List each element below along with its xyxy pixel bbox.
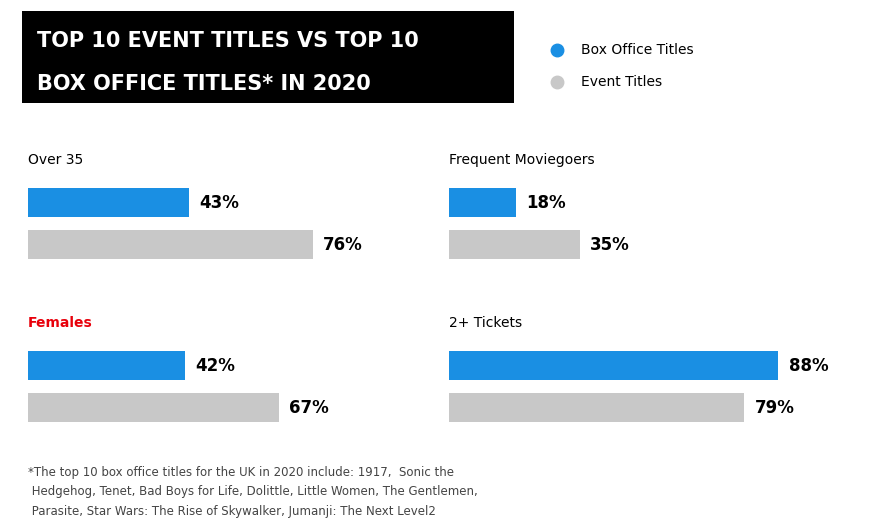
Text: Over 35: Over 35 — [28, 154, 83, 167]
Text: *The top 10 box office titles for the UK in 2020 include: 1917,  Sonic the: *The top 10 box office titles for the UK… — [28, 466, 454, 479]
Text: 76%: 76% — [323, 236, 362, 254]
Text: 2+ Tickets: 2+ Tickets — [449, 317, 522, 330]
Text: BOX OFFICE TITLES* IN 2020: BOX OFFICE TITLES* IN 2020 — [37, 74, 371, 94]
Text: 88%: 88% — [788, 357, 828, 375]
FancyBboxPatch shape — [28, 351, 186, 380]
FancyBboxPatch shape — [28, 393, 279, 422]
FancyBboxPatch shape — [22, 11, 514, 103]
Text: 67%: 67% — [289, 399, 329, 417]
Text: Frequent Moviegoers: Frequent Moviegoers — [449, 154, 594, 167]
FancyBboxPatch shape — [449, 188, 516, 217]
FancyBboxPatch shape — [449, 351, 778, 380]
Text: TOP 10 EVENT TITLES VS TOP 10: TOP 10 EVENT TITLES VS TOP 10 — [37, 31, 419, 50]
Text: Parasite, Star Wars: The Rise of Skywalker, Jumanji: The Next Level2: Parasite, Star Wars: The Rise of Skywalk… — [28, 505, 436, 519]
Text: 79%: 79% — [755, 399, 794, 417]
FancyBboxPatch shape — [28, 230, 313, 259]
FancyBboxPatch shape — [449, 393, 745, 422]
Text: 18%: 18% — [526, 194, 566, 211]
Text: 43%: 43% — [199, 194, 240, 211]
Text: Hedgehog, Tenet, Bad Boys for Life, Dolittle, Little Women, The Gentlemen,: Hedgehog, Tenet, Bad Boys for Life, Doli… — [28, 485, 477, 499]
Text: Females: Females — [28, 317, 92, 330]
FancyBboxPatch shape — [28, 188, 189, 217]
Text: 35%: 35% — [591, 236, 630, 254]
Text: 42%: 42% — [196, 357, 235, 375]
FancyBboxPatch shape — [449, 230, 580, 259]
Text: Event Titles: Event Titles — [581, 75, 662, 88]
Text: Box Office Titles: Box Office Titles — [581, 43, 693, 57]
